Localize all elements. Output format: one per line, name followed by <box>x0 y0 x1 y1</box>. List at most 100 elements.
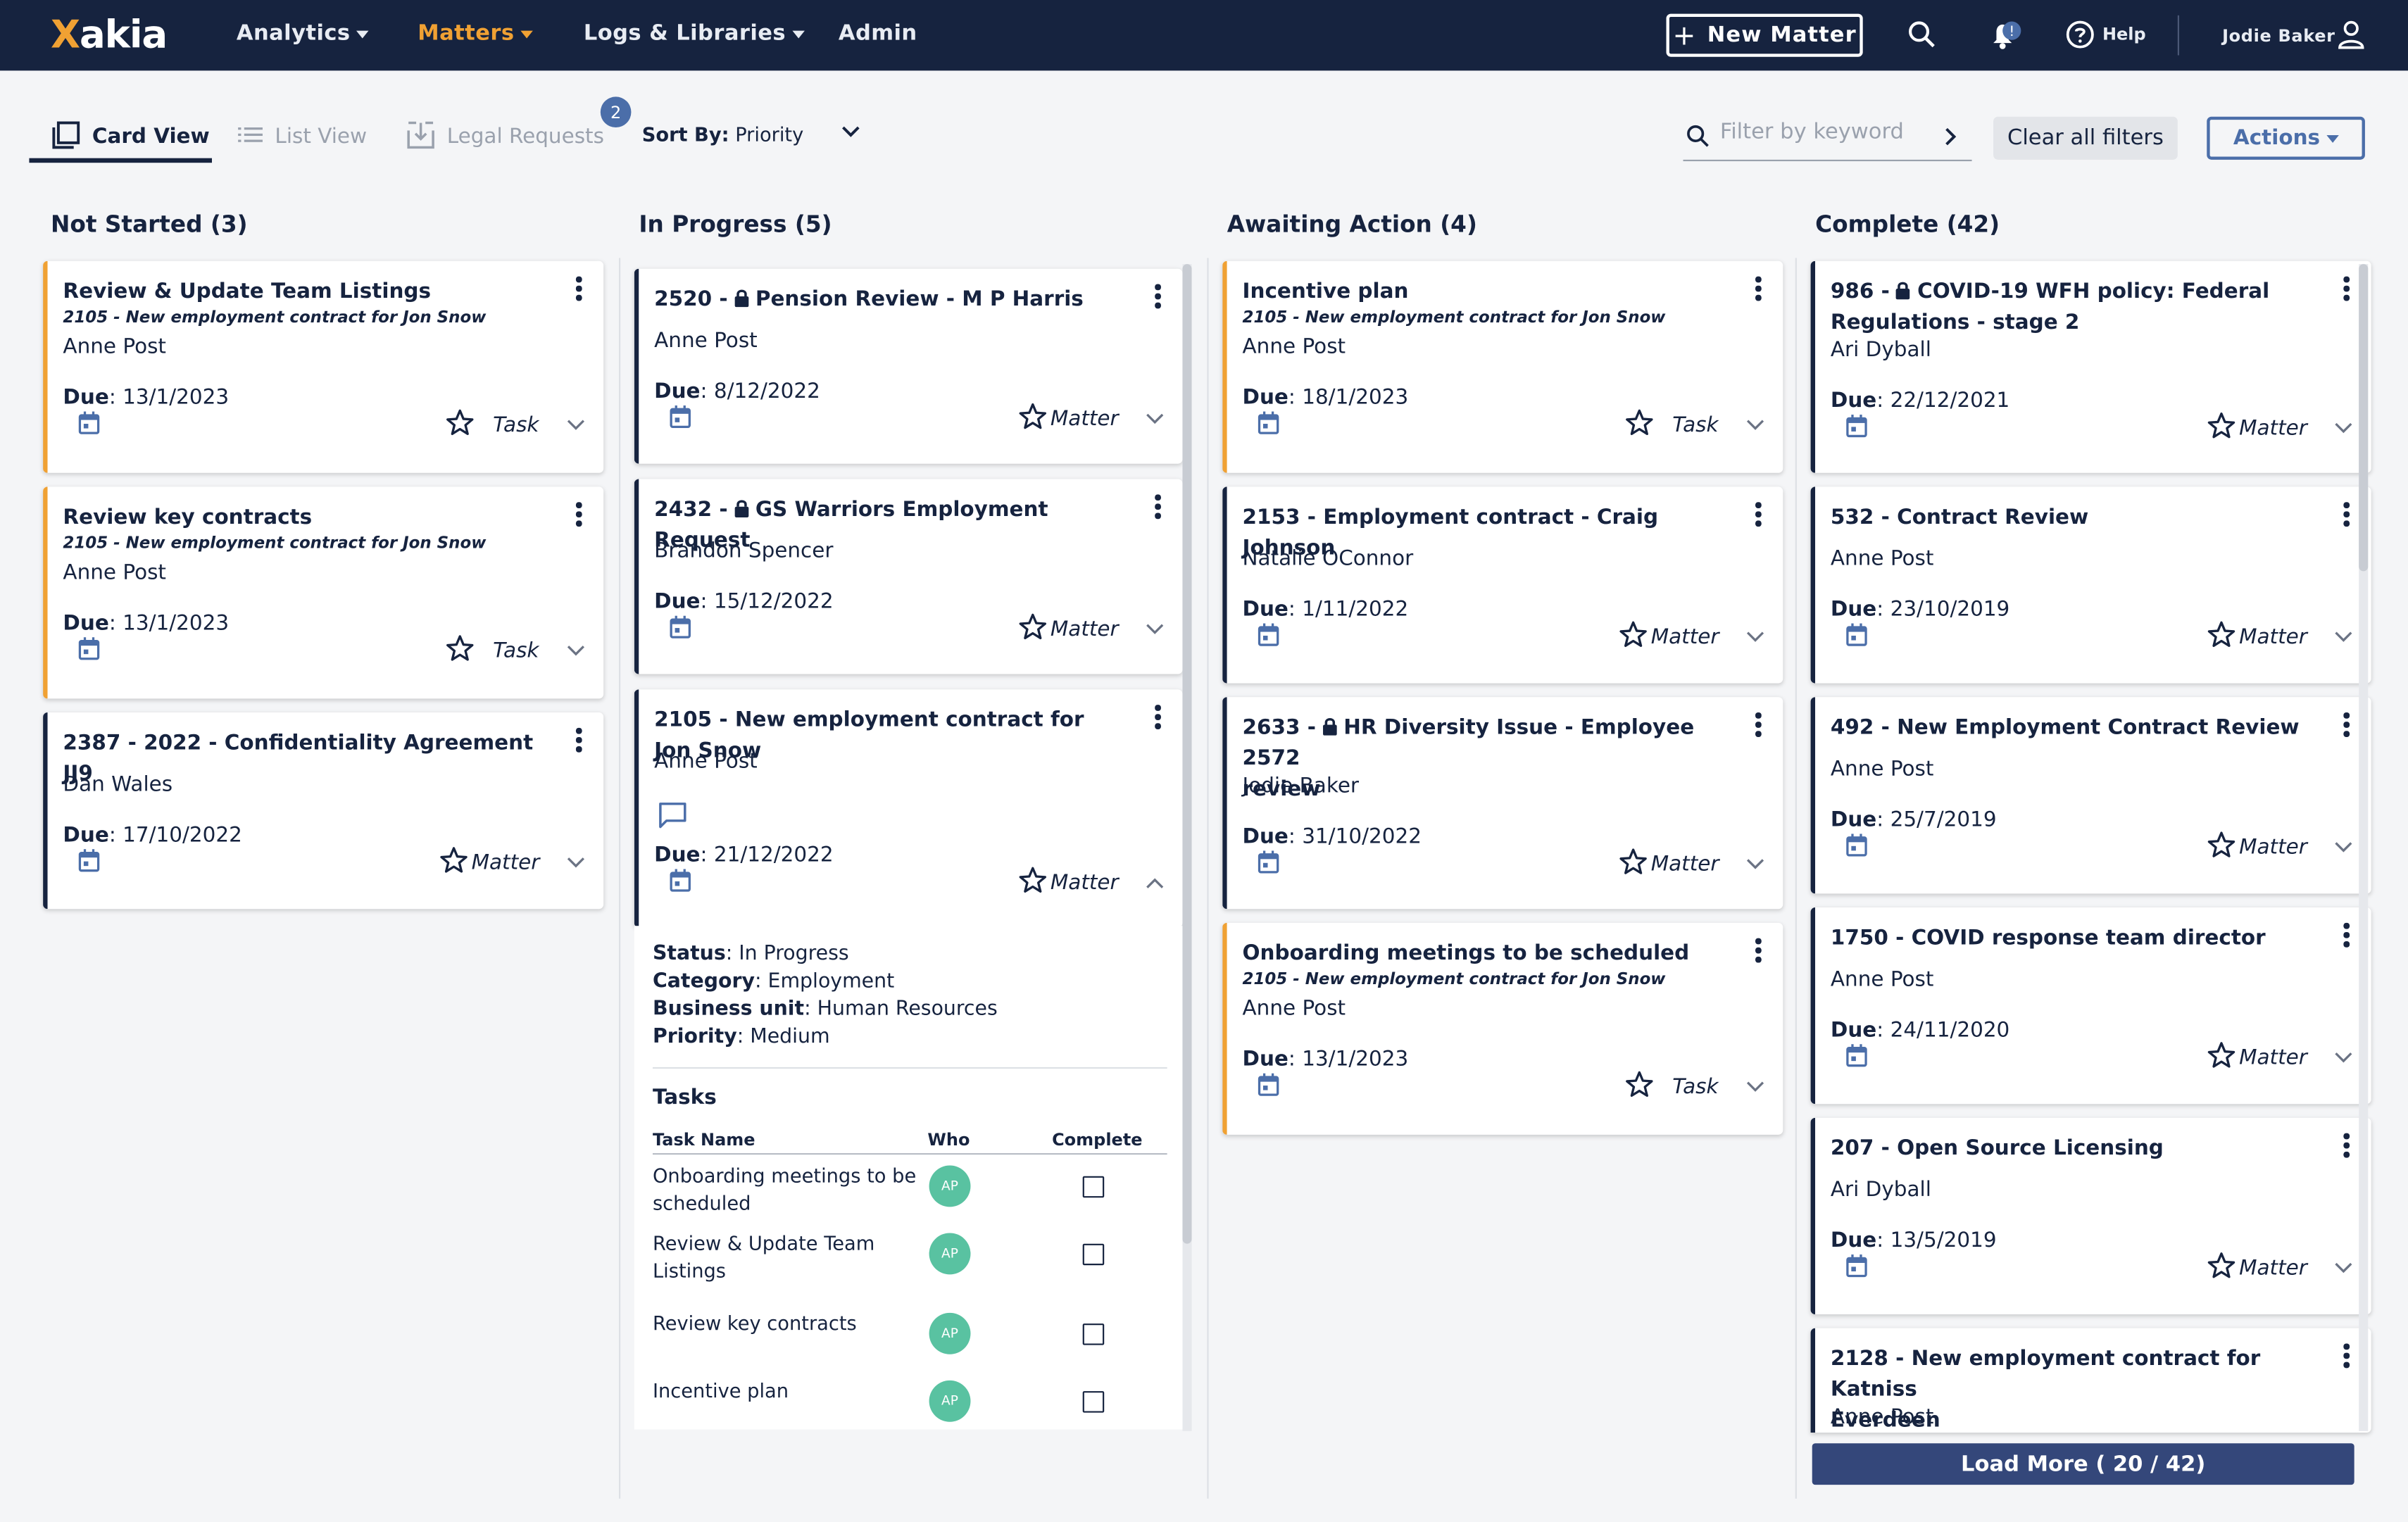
card-title[interactable]: 492 - New Employment Contract Review <box>1831 712 2310 743</box>
calendar-icon[interactable] <box>78 411 100 435</box>
matter-card[interactable]: 986 - COVID-19 WFH policy: Federal Regulat… <box>1810 260 2371 473</box>
calendar-icon[interactable] <box>1846 1044 1868 1067</box>
star-icon[interactable] <box>446 408 475 436</box>
filter-keyword-input[interactable] <box>1719 120 1936 145</box>
user-icon[interactable] <box>2338 20 2365 49</box>
more-options-icon[interactable] <box>2343 922 2350 950</box>
task-card[interactable]: Review & Update Team Listings 2105 - New … <box>43 260 604 473</box>
more-options-icon[interactable] <box>1755 502 1762 529</box>
chevron-down-icon[interactable] <box>567 857 585 869</box>
more-options-icon[interactable] <box>1755 276 1762 304</box>
in-progress-scrollbar[interactable] <box>1182 264 1192 1431</box>
card-title[interactable]: 986 - COVID-19 WFH policy: Federal Regulat… <box>1831 277 2310 338</box>
user-name[interactable]: Jodie Baker <box>2222 26 2335 46</box>
card-title[interactable]: 2153 - Employment contract - Craig Johns… <box>1243 502 1722 563</box>
load-more-button[interactable]: Load More ( 20 / 42) <box>1812 1443 2354 1485</box>
matter-card[interactable]: 532 - Contract Review Anne Post Due: 23/10… <box>1810 486 2371 684</box>
task-card[interactable]: Onboarding meetings to be scheduled 2105 … <box>1222 922 1783 1135</box>
calendar-icon[interactable] <box>78 637 100 660</box>
more-options-icon[interactable] <box>1755 938 1762 966</box>
parent-matter[interactable]: 2105 - New employment contract for Jon S… <box>63 308 487 327</box>
card-title[interactable]: 1750 - COVID response team director <box>1831 923 2310 954</box>
more-options-icon[interactable] <box>2343 712 2350 740</box>
more-options-icon[interactable] <box>1155 705 1161 732</box>
more-options-icon[interactable] <box>1755 712 1762 740</box>
more-options-icon[interactable] <box>2343 1343 2350 1371</box>
star-icon[interactable] <box>2207 1041 2235 1069</box>
task-name[interactable]: Review key contracts <box>652 1311 857 1335</box>
chevron-down-icon[interactable] <box>2334 631 2352 643</box>
card-title[interactable]: Incentive plan <box>1243 277 1722 308</box>
new-matter-button[interactable]: + New Matter <box>1666 13 1863 57</box>
help-link[interactable]: Help <box>2102 24 2146 45</box>
more-options-icon[interactable] <box>2343 1133 2350 1161</box>
star-icon[interactable] <box>446 634 475 662</box>
scrollbar-thumb[interactable] <box>2359 264 2369 572</box>
complete-scrollbar[interactable] <box>2359 264 2369 1431</box>
more-options-icon[interactable] <box>1155 284 1161 312</box>
legal-requests-tab[interactable]: Legal Requests <box>407 121 604 149</box>
task-name[interactable]: Review & Update Team Listings <box>652 1231 875 1283</box>
matter-card[interactable]: 2105 - New employment contract for Jon S… <box>634 689 1183 928</box>
star-icon[interactable] <box>1619 848 1648 875</box>
matter-card[interactable]: 2432 - GS Warriors Employment Request Bran… <box>634 479 1183 674</box>
more-options-icon[interactable] <box>2343 276 2350 304</box>
matter-card[interactable]: 207 - Open Source Licensing Ari Dyball Due… <box>1810 1117 2371 1315</box>
star-icon[interactable] <box>1018 866 1047 893</box>
star-icon[interactable] <box>2207 1252 2235 1279</box>
chevron-down-icon[interactable] <box>567 419 585 431</box>
card-title[interactable]: 2387 - 2022 - Confidentiality Agreement … <box>63 728 542 789</box>
clear-all-filters-button[interactable]: Clear all filters <box>1993 116 2178 160</box>
card-title[interactable]: 2432 - GS Warriors Employment Request <box>654 494 1121 555</box>
calendar-icon[interactable] <box>670 615 691 639</box>
task-card[interactable]: Incentive plan 2105 - New employment cont… <box>1222 260 1783 473</box>
complete-checkbox[interactable] <box>1082 1391 1105 1413</box>
complete-checkbox[interactable] <box>1082 1243 1105 1266</box>
card-title[interactable]: 2128 - New employment contract for Katni… <box>1831 1343 2310 1433</box>
more-options-icon[interactable] <box>2343 502 2350 529</box>
star-icon[interactable] <box>2207 831 2235 858</box>
star-icon[interactable] <box>2207 412 2235 439</box>
nav-admin[interactable]: Admin <box>839 22 917 46</box>
comment-icon[interactable] <box>658 802 689 829</box>
bell-icon[interactable]: ! <box>1989 20 2023 51</box>
chevron-down-icon[interactable] <box>1146 624 1164 636</box>
calendar-icon[interactable] <box>1258 411 1279 435</box>
more-options-icon[interactable] <box>575 276 582 304</box>
card-title[interactable]: 2520 - Pension Review - M P Harris <box>654 284 1121 315</box>
star-icon[interactable] <box>1625 408 1654 436</box>
nav-logs-libraries[interactable]: Logs & Libraries <box>584 22 805 46</box>
card-title[interactable]: 532 - Contract Review <box>1831 502 2310 533</box>
chevron-down-icon[interactable] <box>1746 1081 1764 1093</box>
star-icon[interactable] <box>1018 402 1047 429</box>
chevron-down-icon[interactable] <box>2334 422 2352 434</box>
chevron-down-icon[interactable] <box>2334 841 2352 853</box>
search-icon[interactable] <box>1907 20 1936 49</box>
scrollbar-thumb[interactable] <box>1182 264 1192 1244</box>
star-icon[interactable] <box>1018 612 1047 640</box>
parent-matter[interactable]: 2105 - New employment contract for Jon S… <box>1242 970 1666 989</box>
parent-matter[interactable]: 2105 - New employment contract for Jon S… <box>1242 308 1666 327</box>
list-view-tab[interactable]: List View <box>238 121 367 149</box>
chevron-down-icon[interactable] <box>1746 419 1764 431</box>
xakia-logo[interactable]: Xakia <box>50 12 168 57</box>
calendar-icon[interactable] <box>1258 623 1279 647</box>
nav-analytics[interactable]: Analytics <box>237 22 369 46</box>
more-options-icon[interactable] <box>575 502 582 529</box>
chevron-down-icon[interactable] <box>2334 1052 2352 1064</box>
card-title[interactable]: 2633 - HR Diversity Issue - Employee 2572… <box>1243 712 1722 805</box>
nav-matters[interactable]: Matters <box>418 22 533 46</box>
matter-card[interactable]: 2128 - New employment contract for Katni… <box>1810 1328 2371 1433</box>
card-title[interactable]: 207 - Open Source Licensing <box>1831 1133 2310 1164</box>
card-title[interactable]: 2105 - New employment contract for Jon S… <box>654 705 1121 766</box>
complete-checkbox[interactable] <box>1082 1176 1105 1198</box>
task-card[interactable]: Review key contracts 2105 - New employmen… <box>43 486 604 699</box>
card-title[interactable]: Review key contracts <box>63 502 542 533</box>
matter-card[interactable]: 2520 - Pension Review - M P Harris Anne Po… <box>634 268 1183 464</box>
chevron-down-icon[interactable] <box>1746 858 1764 870</box>
calendar-icon[interactable] <box>78 849 100 872</box>
matter-card[interactable]: 1750 - COVID response team director Anne … <box>1810 907 2371 1105</box>
star-icon[interactable] <box>2207 620 2235 648</box>
calendar-icon[interactable] <box>1846 623 1868 647</box>
calendar-icon[interactable] <box>1846 834 1868 857</box>
